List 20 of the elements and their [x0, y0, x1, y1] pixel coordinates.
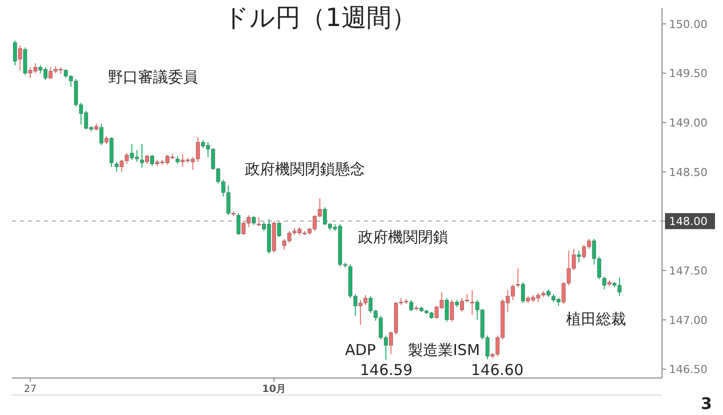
x-tick-label: 10月	[262, 384, 286, 395]
y-tick-label: 147.00	[669, 314, 708, 327]
chart-title: ドル円（1週間）	[224, 3, 416, 32]
ref-line-label: 148.00	[669, 215, 708, 228]
y-tick-label: 147.50	[669, 264, 708, 278]
annotation: 政府機関閉鎖懸念	[245, 160, 365, 178]
annotation: 植田総裁	[566, 310, 626, 328]
y-tick-label: 149.50	[669, 67, 708, 80]
y-tick-label: 148.50	[669, 166, 708, 179]
y-tick-label: 149.00	[669, 116, 708, 130]
annotation: 製造業ISM	[408, 341, 480, 359]
y-tick-label: 146.50	[669, 363, 708, 376]
x-tick-label: 27	[24, 384, 37, 395]
annotation: ADP	[345, 341, 376, 359]
annotation: 146.60	[471, 361, 524, 379]
annotation: 野口審議委員	[108, 68, 198, 86]
y-tick-label: 150.00	[669, 18, 708, 31]
annotation: 政府機関閉鎖	[358, 228, 448, 246]
annotation: 146.59	[360, 361, 412, 379]
text: 3	[700, 394, 712, 413]
